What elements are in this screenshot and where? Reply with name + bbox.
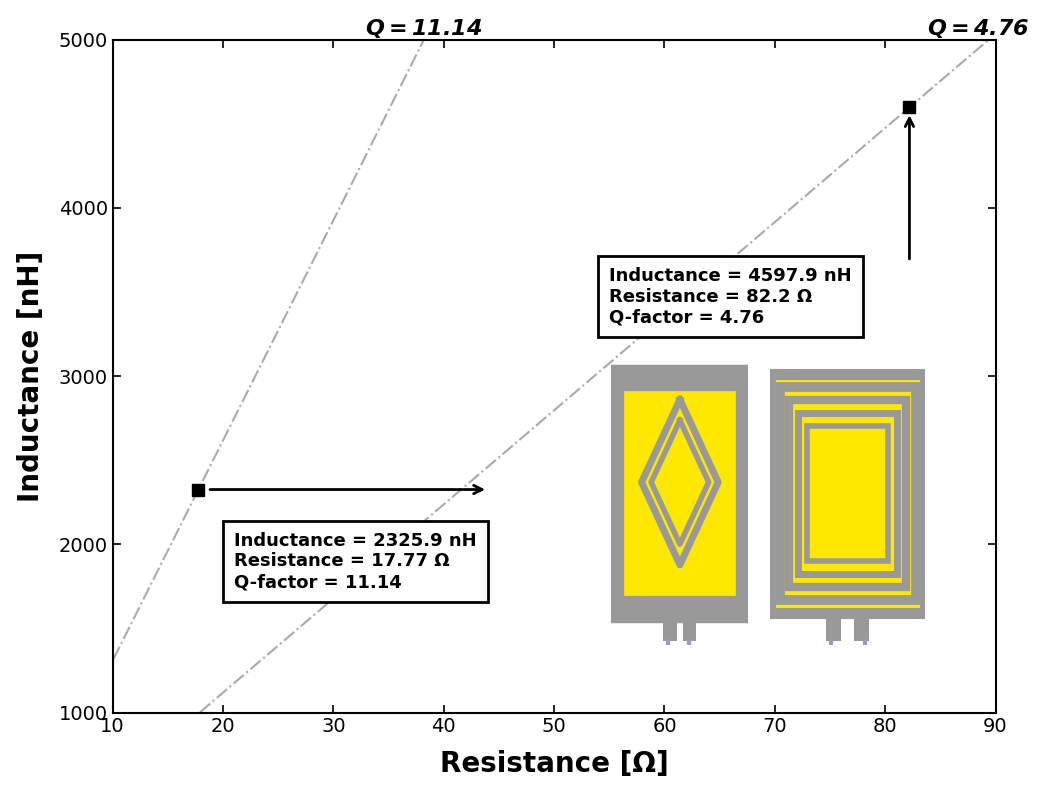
X-axis label: Resistance [Ω]: Resistance [Ω] xyxy=(440,750,668,778)
Text: $\bfit{Q = 11.14}$: $\bfit{Q = 11.14}$ xyxy=(365,17,483,40)
Text: Inductance = 4597.9 nH
Resistance = 82.2 Ω
Q-factor = 4.76: Inductance = 4597.9 nH Resistance = 82.2… xyxy=(609,267,852,327)
Y-axis label: Inductance [nH]: Inductance [nH] xyxy=(17,250,45,502)
Text: $\bfit{Q = 4.76}$: $\bfit{Q = 4.76}$ xyxy=(927,17,1029,40)
Text: Inductance = 2325.9 nH
Resistance = 17.77 Ω
Q-factor = 11.14: Inductance = 2325.9 nH Resistance = 17.7… xyxy=(235,532,476,591)
